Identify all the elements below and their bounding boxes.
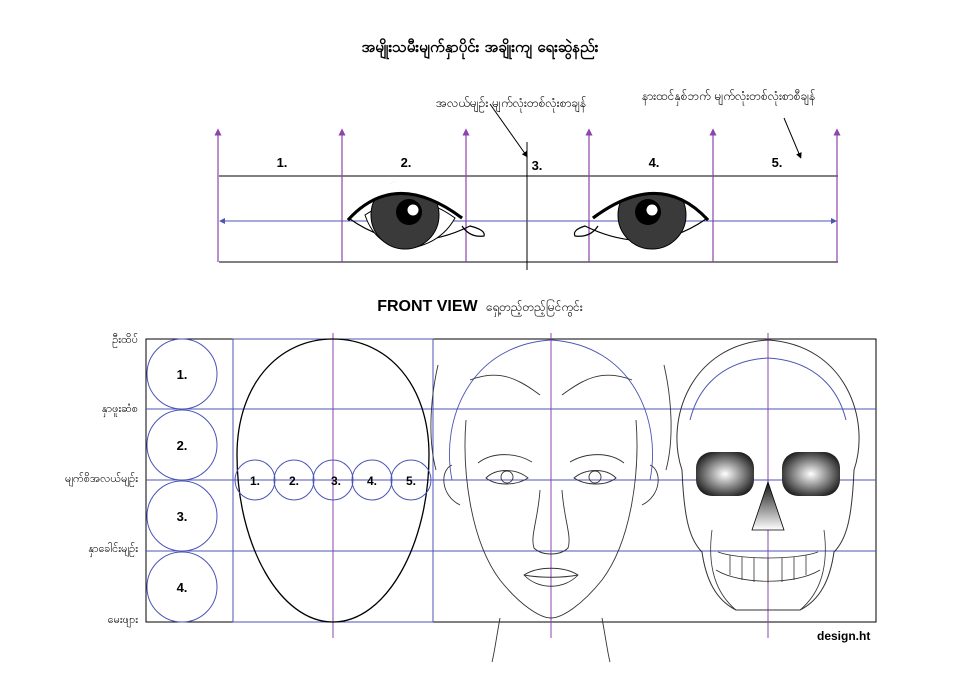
front-view-title: FRONT VIEW	[377, 298, 478, 315]
center-note-arrow	[489, 103, 528, 158]
credit: design.ht	[817, 629, 871, 643]
skull-sketch	[676, 339, 860, 611]
row-label-hairline: နှာဖူးဆံစ	[101, 402, 138, 415]
head-oval	[236, 338, 430, 623]
head-circle-label-4: 4.	[177, 580, 188, 595]
face-sketch	[430, 339, 672, 663]
side-space-note: နားထင်နှစ်ဘက် မျက်လုံးတစ်လုံးစာစီချန်	[642, 89, 816, 103]
head-height-circles	[146, 338, 218, 623]
eye-circle-label-2: 2.	[289, 474, 299, 488]
horizontal-guides	[146, 408, 876, 552]
eye-circle-label-4: 4.	[367, 474, 377, 488]
side-note-arrow	[783, 117, 802, 159]
front-view-subtitle: ရှေ့တည့်တည့်မြင်ကွင်း	[485, 300, 583, 314]
segment-dividers	[214, 128, 841, 262]
skull-teeth	[710, 529, 826, 611]
row-label-eye-line: မျက်စိအလယ်မျဉ်း	[65, 472, 138, 485]
eye-spacing-diagram: 1. 2. 3. 4. 5.	[214, 103, 841, 270]
left-eye	[346, 178, 485, 250]
segment-label-1: 1.	[277, 155, 288, 170]
head-circle-label-2: 2.	[177, 438, 188, 453]
center-line-note: အလယ်မျဉ်း မျက်လုံးတစ်လုံးစာချန်	[436, 96, 587, 110]
segment-label-4: 4.	[649, 155, 660, 170]
row-label-nose-line: နှာခေါင်းမျဉ်း	[88, 542, 138, 555]
segment-label-5: 5.	[772, 155, 783, 170]
front-view-heading: FRONT VIEW ရှေ့တည့်တည့်မြင်ကွင်း	[0, 298, 960, 317]
right-eye	[573, 178, 710, 250]
segment-label-2: 2.	[401, 155, 412, 170]
head-circle-label-1: 1.	[177, 367, 188, 382]
eye-circle-label-5: 5.	[406, 474, 416, 488]
eye-width-circles	[234, 459, 432, 501]
row-label-crown: ဦးထိပ်	[112, 333, 138, 346]
eye-circle-label-3: 3.	[331, 474, 341, 488]
eye-circle-label-1: 1.	[250, 474, 260, 488]
head-circle-label-3: 3.	[177, 509, 188, 524]
page-title: အမျိုးသမီးမျက်နှာပိုင်း အချိုးကျ ရေးဆွဲန…	[361, 38, 599, 56]
front-view-grid: 1. 2. 3. 4. 1. 2. 3. 4. 5.	[145, 333, 877, 663]
row-label-chin: မေးဖျား	[107, 613, 138, 626]
segment-label-3: 3.	[532, 158, 543, 173]
